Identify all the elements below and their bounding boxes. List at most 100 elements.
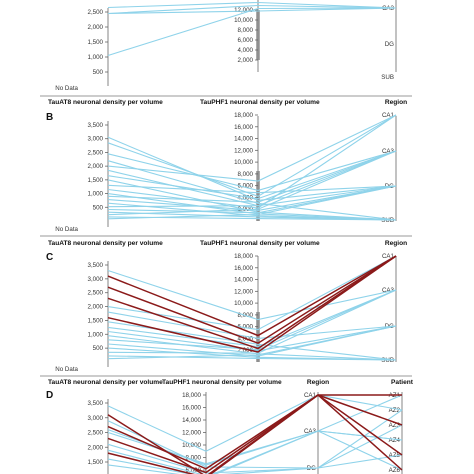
tick-label: 12,000 (234, 147, 253, 154)
highlighted-data-line (107, 394, 403, 474)
data-line (107, 211, 397, 221)
tick-label: 2,500 (88, 430, 104, 437)
data-line (107, 4, 397, 15)
data-line (107, 420, 403, 469)
data-line (107, 409, 403, 474)
tick-label: 18,000 (234, 253, 253, 260)
highlighted-data-line (107, 394, 403, 470)
tick-label: 2,000 (88, 444, 104, 451)
category-label: SUB (381, 357, 394, 364)
axis-header: TauAT8 neuronal density per volume (48, 379, 163, 386)
category-label: CA3 (304, 428, 317, 435)
tick-label: 3,500 (88, 262, 104, 269)
data-line (107, 325, 397, 360)
axis-header: TauAT8 neuronal density per volume (48, 99, 163, 106)
tick-label: 1,500 (88, 317, 104, 324)
data-line (107, 150, 397, 208)
tick-label: 1,000 (88, 191, 104, 198)
tick-label: 3,000 (88, 276, 104, 283)
panel-label: C (46, 252, 53, 263)
tick-label: 4,000 (238, 194, 254, 201)
data-line (107, 150, 397, 191)
tick-label: 500 (93, 204, 104, 211)
panel-label: D (46, 390, 53, 401)
data-line (107, 150, 397, 203)
tick-label: 500 (93, 345, 104, 352)
data-line (107, 325, 397, 352)
data-line (107, 150, 397, 200)
axis-brush (256, 10, 260, 60)
axis-header: TauPHF1 neuronal density per volume (200, 240, 320, 247)
tick-label: 10,000 (234, 300, 253, 307)
tick-label: 1,000 (88, 54, 104, 61)
tick-label: 14,000 (234, 277, 253, 284)
tick-label: 1,500 (88, 459, 104, 466)
data-line (107, 289, 397, 351)
axis-header: Region (385, 240, 407, 247)
data-line (107, 150, 397, 216)
highlighted-data-line (107, 255, 397, 350)
tick-label: 10,000 (234, 17, 253, 24)
data-line (107, 114, 397, 182)
data-line (107, 185, 397, 220)
data-line (107, 114, 397, 209)
axis-header: TauAT8 neuronal density per volume (48, 240, 163, 247)
tick-label: 1,000 (88, 331, 104, 338)
data-line (107, 184, 397, 194)
axis-header: Patient (391, 379, 414, 386)
category-label: CA1 (382, 253, 395, 260)
data-line (107, 193, 397, 221)
no-data-label: No Data (55, 226, 78, 233)
data-line (107, 269, 397, 321)
highlighted-data-line (107, 255, 397, 337)
tick-label: 12,000 (234, 288, 253, 295)
data-line (107, 160, 397, 221)
category-label: SUB (381, 217, 394, 224)
data-line (107, 430, 403, 474)
tick-label: 16,000 (234, 124, 253, 131)
tick-label: 2,000 (238, 57, 254, 64)
data-line (107, 185, 397, 214)
tick-label: 6,000 (238, 183, 254, 190)
axis-header: TauPHF1 neuronal density per volume (200, 99, 320, 106)
category-label: AZ4 (389, 437, 401, 444)
category-label: CA1 (304, 392, 317, 399)
no-data-label: No Data (55, 85, 78, 92)
data-line (107, 289, 397, 348)
tick-label: 2,500 (88, 9, 104, 16)
category-label: DG (385, 41, 394, 48)
tick-label: 14,000 (234, 136, 253, 143)
tick-label: 12,000 (234, 7, 253, 14)
category-label: SUB (381, 74, 394, 81)
tick-label: 1,500 (88, 39, 104, 46)
tick-label: 16,000 (234, 265, 253, 272)
data-line (107, 394, 403, 452)
category-label: AZ2 (389, 407, 401, 414)
tick-label: 3,000 (88, 415, 104, 422)
tick-label: 8,000 (186, 455, 202, 462)
axis-header: TauPHF1 neuronal density per volume (162, 379, 282, 386)
tick-label: 2,500 (88, 290, 104, 297)
category-label: AZ6 (389, 467, 401, 474)
tick-label: 16,000 (182, 405, 201, 412)
tick-label: 2,000 (238, 347, 254, 354)
category-label: AZ3 (389, 422, 401, 429)
data-line (107, 394, 403, 474)
data-line (107, 311, 397, 339)
axis-header: Region (307, 379, 329, 386)
no-data-label: No Data (55, 366, 78, 373)
tick-label: 2,000 (88, 163, 104, 170)
tick-label: 2,000 (88, 24, 104, 31)
tick-label: 8,000 (238, 171, 254, 178)
tick-label: 3,000 (88, 136, 104, 143)
category-label: CA3 (382, 287, 395, 294)
tick-label: 12,000 (182, 430, 201, 437)
data-line (107, 335, 397, 361)
data-line (107, 7, 397, 15)
highlighted-data-line (107, 394, 403, 474)
tick-label: 3,500 (88, 400, 104, 407)
tick-label: 500 (93, 69, 104, 76)
axis-brush (256, 312, 260, 362)
data-line (107, 179, 397, 221)
